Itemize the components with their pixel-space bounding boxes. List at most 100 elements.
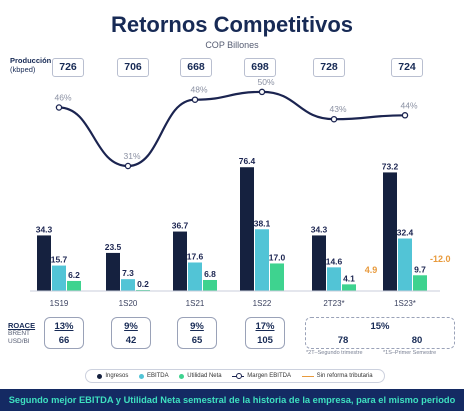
reform-annotation-label: -12.0 [430,254,451,264]
data-label: 4.1 [343,273,355,283]
bar-ingresos [106,252,120,291]
x-tick-label: 1S19 [50,299,69,308]
data-label: 76.4 [239,156,256,166]
bar-ebitda [121,279,135,291]
legend-swatch [97,373,103,379]
bar-ingresos [383,172,397,291]
footnote-quarter: *2T–Segundo trimestre [306,350,363,356]
roace-box: 9% 65 [177,317,217,349]
production-box: 728 [313,58,345,77]
x-tick-label: 1S21 [186,299,205,308]
production-box: 668 [180,58,212,77]
data-label: 15.7 [51,255,68,265]
margin-label: 31% [123,151,140,161]
bar-utilidad-neta [270,263,284,291]
page-title: Retornos Competitivos [110,12,354,37]
brent-value: 42 [125,335,137,346]
x-tick-label: 1S22 [253,299,272,308]
legend-item-margen: Margen EBITDA [232,373,291,379]
page-subtitle: COP Billones [205,40,259,50]
legend-item-reforma: Sin reforma tributaria [301,373,373,379]
data-label: 14.6 [326,256,343,266]
production-box: 726 [52,58,84,77]
roace-box: 9% 42 [111,317,151,349]
margin-label: 50% [257,77,274,87]
bar-ebitda [188,262,202,291]
bar-ingresos [312,235,326,291]
brent-unit-label: USD/Bl [8,338,30,345]
data-label: 38.1 [254,218,271,228]
roace-value: 13% [54,321,74,332]
bar-chart: 34.3 23.5 36.7 76.4 34.3 73.2 15.7 7.3 17.6 38.1 1… [30,77,451,308]
roace-label-title: ROACE [8,321,36,330]
reform-annotation-label: 4.9 [365,265,378,275]
legend-label: Margen EBITDA [247,373,291,379]
margin-label: 48% [190,85,207,95]
roace-box: 17% 105 [245,317,285,349]
roace-value: 9% [190,321,204,332]
bar-utilidad-neta [342,284,356,291]
margin-label: 46% [54,93,71,103]
legend-swatch [138,373,144,379]
bar-ebitda [327,267,341,291]
margin-label: 44% [400,100,417,110]
legend-item-ingresos: Ingresos [97,373,128,379]
brent-value: 105 [257,335,273,346]
legend-swatch [232,373,245,379]
bar-ingresos [173,231,187,291]
production-label-unit: (kbped) [10,65,36,74]
legend-label: Ingresos [105,373,129,379]
bar-utilidad-neta [413,275,427,291]
legend-swatch [301,375,314,377]
roace-value: 15% [370,321,390,332]
legend-label: EBITDA [146,373,169,379]
data-label: 23.5 [105,242,122,252]
production-box: 698 [244,58,276,77]
production-box: 706 [117,58,149,77]
margin-label: 43% [329,104,346,114]
data-label: 9.7 [414,264,426,274]
bar-ingresos [37,235,51,291]
data-label: 17.0 [269,252,286,262]
data-label: 6.2 [68,270,80,280]
data-label: 36.7 [172,221,189,231]
bar-ebitda [52,265,66,291]
chart-legend: Ingresos EBITDA Utilidad Neta Margen EBI… [85,369,385,383]
legend-item-ebitda: EBITDA [138,373,169,379]
margin-point [401,112,409,119]
data-label: 0.2 [137,279,149,289]
margin-ebitda-line [58,90,406,168]
brent-value: 65 [191,335,203,346]
bar-utilidad-neta [67,280,81,291]
bar-utilidad-neta [203,279,217,291]
roace-box: 13% 66 [44,317,84,349]
summary-banner: Segundo mejor EBITDA y Utilidad Neta sem… [0,389,464,411]
roace-value: 9% [124,321,138,332]
legend-label: Utilidad Neta [187,373,222,379]
brent-value: 80 [411,335,423,346]
legend-swatch [179,373,185,379]
roace-value: 17% [255,321,275,332]
bar-ebitda [398,238,412,291]
brent-label: BRENT [8,330,31,337]
production-label: Producción (kbped) [10,56,51,74]
roace-label: ROACE BRENT USD/Bl [8,322,35,346]
data-label: 17.6 [187,251,204,261]
margin-point [191,96,199,103]
x-tick-label: 2T23* [323,299,344,308]
bar-ebitda [255,229,269,291]
data-label: 6.8 [204,269,216,279]
legend-item-utilidad: Utilidad Neta [179,373,222,379]
margin-point [258,88,266,96]
brent-value: 78 [337,335,349,346]
bar-ingresos [240,167,254,291]
production-box: 724 [391,58,423,77]
margin-point [124,162,132,170]
footnote-semester: *1S–Primer Semestre [383,350,437,356]
x-tick-label: 1S23* [394,299,416,308]
data-label: 34.3 [36,224,53,234]
legend-label: Sin reforma tributaria [316,373,373,379]
data-label: 7.3 [122,268,134,278]
data-label: 73.2 [382,161,399,171]
margin-point [330,115,338,123]
